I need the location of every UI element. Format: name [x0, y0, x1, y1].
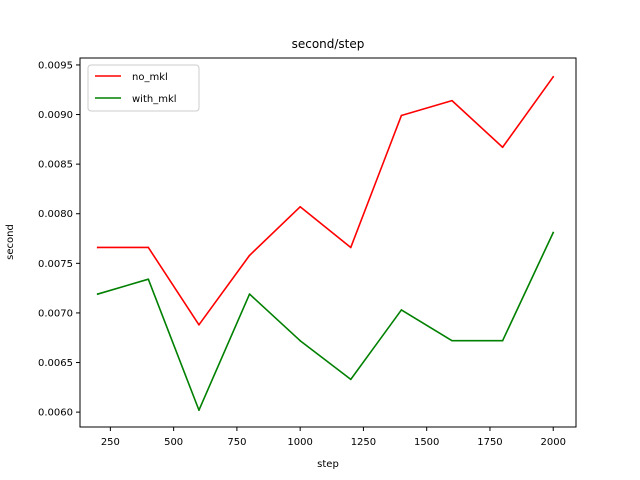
series-line-with-mkl [96, 231, 555, 411]
series-line-no-mkl [96, 75, 555, 326]
data-point-no-mkl [96, 246, 99, 249]
legend: no_mkl with_mkl [87, 64, 200, 112]
data-point-with-mkl [299, 339, 301, 342]
y-tick-label: 0.0090 [38, 110, 73, 121]
data-point-no-mkl [248, 254, 251, 257]
legend-label-no-mkl: no_mkl [132, 72, 168, 83]
y-tick-label: 0.0070 [38, 308, 73, 319]
data-point-with-mkl [198, 409, 200, 411]
plot-area: 250 500 750 1000 1250 1500 1750 2000 0.00600.00… [38, 57, 577, 448]
data-point-with-mkl [501, 339, 504, 342]
data-point-with-mkl [451, 339, 453, 342]
data-point-with-mkl [248, 293, 251, 295]
data-point-no-mkl [451, 99, 453, 102]
data-point-with-mkl [349, 378, 352, 381]
x-tick-label: 1250 [351, 437, 376, 448]
legend-label-with-mkl: with_mkl [132, 94, 177, 105]
series-layer [96, 75, 555, 411]
x-axis-label: step [317, 459, 339, 470]
data-point-no-mkl [552, 76, 555, 78]
x-tick-label: 250 [101, 437, 120, 448]
x-tick-label: 1750 [477, 437, 502, 448]
data-point-with-mkl [147, 278, 150, 281]
data-point-no-mkl [299, 205, 301, 208]
data-point-no-mkl [198, 324, 200, 326]
x-tick-label: 1500 [414, 437, 439, 448]
x-tick-label: 2000 [540, 437, 565, 448]
y-axis-ticks: 0.0060 0.0065 0.0070 0.0075 0.0080 0.0085 0.00… [38, 60, 80, 419]
y-tick-label: 0.0080 [38, 209, 73, 220]
x-tick-label: 1000 [287, 437, 312, 448]
y-tick-label: 0.0075 [38, 259, 73, 270]
data-point-with-mkl [400, 309, 403, 311]
y-axis-label: second [5, 224, 16, 260]
y-tick-label: 0.0065 [38, 358, 73, 369]
x-tick-label: 750 [227, 437, 246, 448]
y-tick-label: 0.0095 [38, 60, 73, 71]
axes-frame [79, 57, 577, 428]
data-point-with-mkl [96, 293, 99, 295]
y-tick-label: 0.0060 [38, 408, 73, 419]
data-point-no-mkl [400, 114, 403, 117]
x-tick-label: 500 [164, 437, 183, 448]
data-point-with-mkl [552, 231, 555, 234]
data-point-no-mkl [501, 146, 504, 149]
y-tick-label: 0.0085 [38, 160, 73, 171]
data-point-no-mkl [349, 246, 352, 249]
chart-title: second/step [292, 37, 365, 51]
data-point-no-mkl [147, 246, 150, 249]
x-axis-ticks: 250 500 750 1000 1250 1500 1750 2000 [101, 427, 566, 448]
